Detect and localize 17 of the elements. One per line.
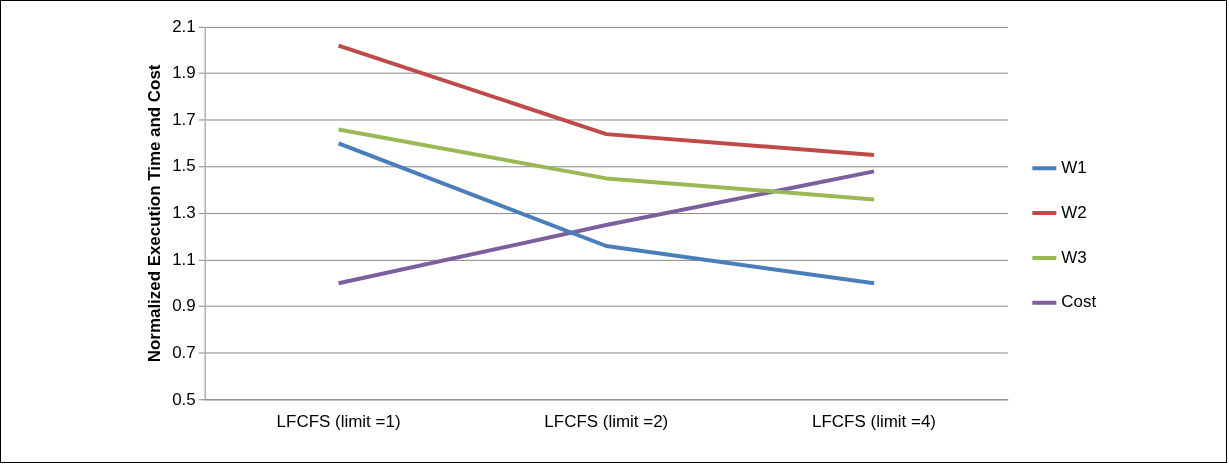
legend-label: W3 (1061, 247, 1087, 267)
x-tick-label: LFCFS (limit =1) (276, 411, 401, 431)
y-tick-label: 1.1 (172, 249, 196, 269)
y-axis-title: Normalized Execution Time and Cost (144, 64, 164, 363)
y-tick-label: 2.1 (172, 16, 196, 36)
x-tick-label: LFCFS (limit =2) (544, 411, 669, 431)
legend-label: W1 (1061, 157, 1087, 177)
legend-label: Cost (1061, 292, 1097, 312)
y-tick-label: 1.7 (172, 109, 196, 129)
y-tick-label: 0.7 (172, 342, 196, 362)
legend-label: W2 (1061, 202, 1087, 222)
y-tick-label: 0.9 (172, 296, 196, 316)
y-tick-label: 1.5 (172, 156, 196, 176)
y-tick-label: 1.9 (172, 63, 196, 83)
x-tick-label: LFCFS (limit =4) (812, 411, 936, 431)
y-tick-label: 1.3 (172, 203, 196, 223)
y-tick-label: 0.5 (172, 389, 196, 409)
